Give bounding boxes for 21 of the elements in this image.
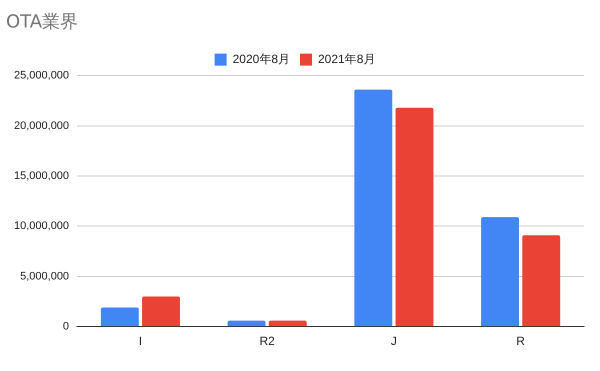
bar <box>354 90 392 326</box>
x-tick-label: J <box>390 334 397 348</box>
legend-label: 2020年8月 <box>232 52 290 66</box>
bar <box>268 320 307 326</box>
x-tick-label: I <box>138 334 142 348</box>
bar <box>522 235 560 326</box>
y-tick-label: 25,000,000 <box>14 70 70 82</box>
bar <box>142 296 180 326</box>
y-tick-label: 20,000,000 <box>14 120 70 132</box>
x-tick-label: R <box>516 334 526 348</box>
y-tick-label: 5,000,000 <box>20 270 70 282</box>
bar <box>228 320 266 326</box>
bar <box>481 217 519 326</box>
y-tick-label: 10,000,000 <box>14 220 70 232</box>
y-tick-label: 0 <box>62 320 70 333</box>
legend-label: 2021年8月 <box>318 52 376 66</box>
x-tick-label: R2 <box>259 334 276 348</box>
chart-title: OTA業界 <box>6 11 78 32</box>
y-tick-label: 15,000,000 <box>14 170 70 182</box>
bar <box>100 308 139 326</box>
bar <box>396 108 434 326</box>
